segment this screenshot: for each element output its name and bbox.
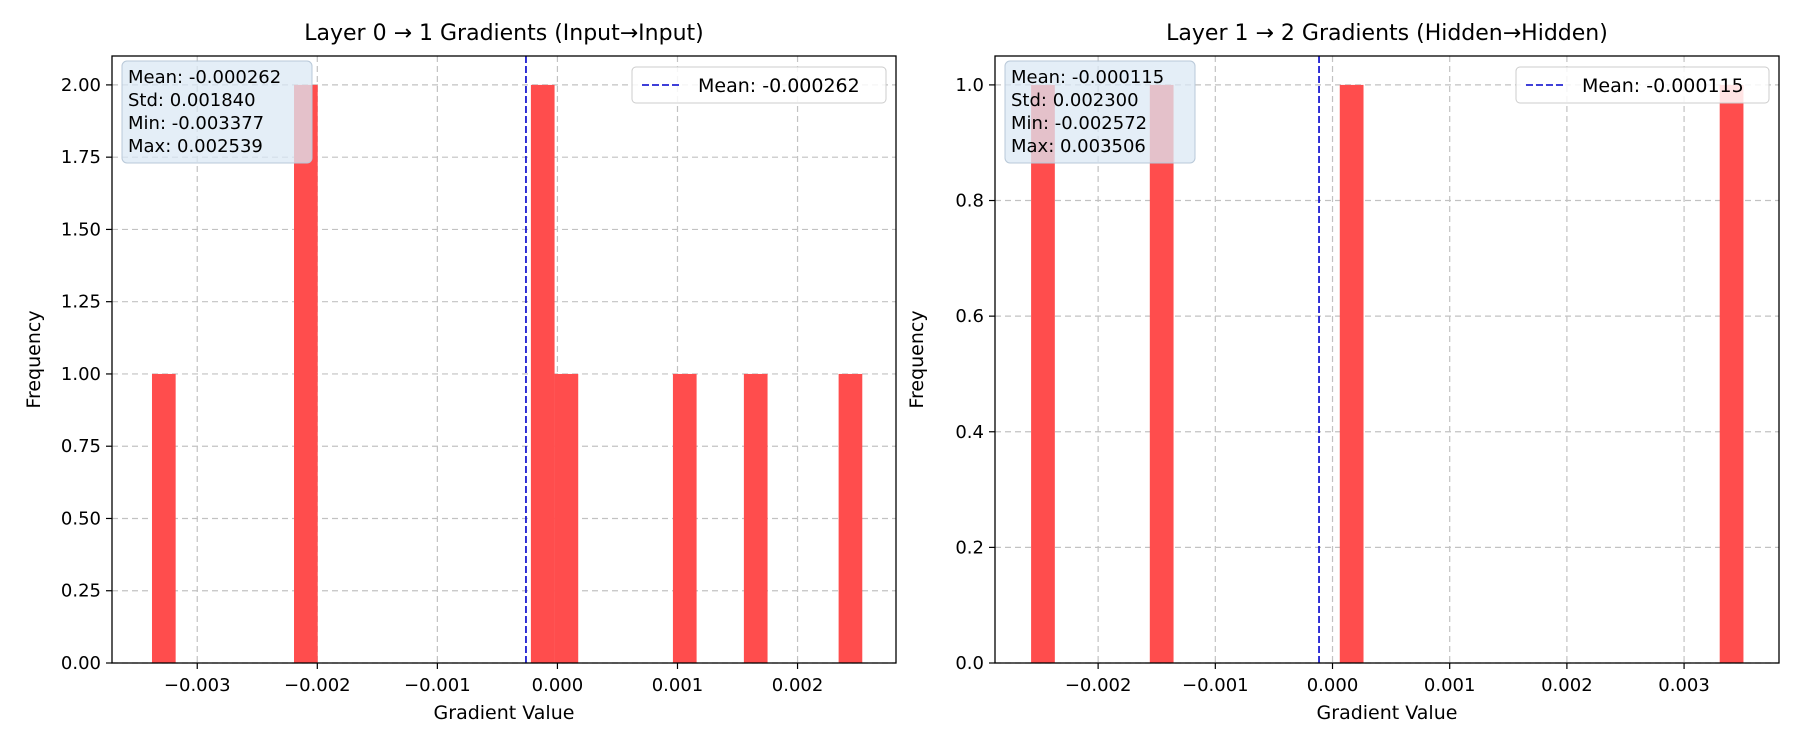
y-tick-label: 0.25 (61, 581, 101, 602)
histogram-bar (743, 373, 768, 663)
x-tick-label: 0.001 (1424, 675, 1476, 696)
subplot-right: −0.002 −0.001 0.000 0.001 0.002 0.003 0.0 0.2 0.… (906, 21, 1780, 724)
stats-line: Mean: -0.000115 (1011, 67, 1164, 88)
histogram-bar (1031, 84, 1055, 663)
stats-line: Mean: -0.000262 (128, 67, 281, 88)
legend-label: Mean: -0.000262 (698, 75, 860, 97)
histogram-bar (294, 84, 318, 663)
legend-frame (1515, 66, 1770, 104)
subplot-left: −0.003 −0.002 −0.001 0.000 0.001 0.002 0.00 0.2… (23, 21, 897, 724)
y-tick-label: 0.00 (61, 653, 101, 674)
stats-box-background (121, 60, 313, 164)
stats-line: Std: 0.001840 (128, 90, 256, 111)
axes-frame (994, 55, 1780, 664)
histogram-bar (151, 373, 176, 663)
stats-line: Min: -0.002572 (1011, 113, 1147, 134)
x-axis-label: Gradient Value (1317, 702, 1458, 724)
stats-line: Min: -0.003377 (128, 113, 264, 134)
y-tick-label: 0.8 (955, 191, 984, 212)
legend-frame (631, 66, 887, 104)
y-tick-label: 0.0 (955, 653, 984, 674)
x-tick-label: 0.000 (1307, 675, 1359, 696)
histogram-bar (554, 373, 579, 663)
histogram-bar (1339, 84, 1364, 663)
legend: Mean: -0.000262 (631, 66, 887, 104)
axes-frame (111, 55, 897, 664)
chart-title: Layer 0 → 1 Gradients (Input→Input) (304, 21, 703, 46)
stats-box-background (1004, 60, 1196, 164)
y-tick-label: 0.75 (61, 436, 101, 457)
stats-line: Max: 0.003506 (1011, 136, 1146, 157)
y-axis-label: Frequency (906, 310, 928, 408)
x-tick-label: −0.001 (1182, 675, 1249, 696)
histogram-bar (672, 373, 697, 663)
x-tick-label: −0.001 (404, 675, 471, 696)
y-tick-label: 0.6 (955, 306, 984, 327)
histogram-bar (1719, 84, 1744, 663)
histogram-bar (838, 373, 863, 663)
y-tick-label: 1.00 (61, 364, 101, 385)
x-tick-label: 0.002 (772, 675, 824, 696)
x-tick-label: 0.000 (532, 675, 584, 696)
y-tick-label: 1.75 (61, 147, 101, 168)
stats-line: Max: 0.002539 (128, 136, 263, 157)
histogram-bar (530, 84, 555, 663)
x-tick-label: 0.001 (652, 675, 704, 696)
x-axis-label: Gradient Value (434, 702, 575, 724)
x-tick-label: −0.002 (284, 675, 351, 696)
x-tick-label: 0.003 (1658, 675, 1710, 696)
chart-title: Layer 1 → 2 Gradients (Hidden→Hidden) (1166, 21, 1608, 46)
stats-line: Std: 0.002300 (1011, 90, 1139, 111)
y-tick-label: 2.00 (61, 75, 101, 96)
y-tick-label: 0.4 (955, 422, 984, 443)
legend: Mean: -0.000115 (1515, 66, 1770, 104)
legend-label: Mean: -0.000115 (1582, 75, 1744, 97)
y-tick-label: 1.50 (61, 219, 101, 240)
y-axis-label: Frequency (23, 310, 45, 408)
x-tick-label: 0.002 (1541, 675, 1593, 696)
y-tick-label: 1.0 (955, 75, 984, 96)
histogram-bar (1149, 84, 1174, 663)
x-tick-label: −0.002 (1065, 675, 1132, 696)
y-tick-label: 1.25 (61, 292, 101, 313)
y-tick-label: 0.2 (955, 537, 984, 558)
y-tick-label: 0.50 (61, 508, 101, 529)
x-tick-label: −0.003 (164, 675, 231, 696)
